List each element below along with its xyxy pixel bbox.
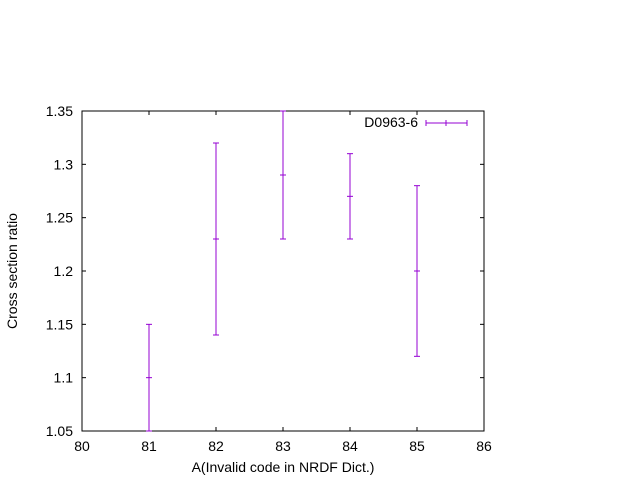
x-tick-label: 85: [409, 438, 425, 454]
y-axis-ticks: 1.05 1.1 1.15 1.2 1.25 1.3 1.35: [46, 103, 484, 439]
error-bar-point: [414, 185, 420, 357]
error-bar-point: [146, 323, 152, 432]
legend-label: D0963-6: [364, 114, 418, 130]
y-tick-label: 1.1: [54, 370, 74, 386]
x-tick-label: 86: [476, 438, 492, 454]
y-axis-label: Cross section ratio: [4, 213, 20, 329]
legend: D0963-6: [364, 114, 468, 130]
x-tick-label: 80: [74, 438, 90, 454]
y-tick-label: 1.2: [54, 263, 74, 279]
x-axis-ticks: 80 81 82 83 84 85 86: [74, 111, 492, 454]
y-tick-label: 1.05: [46, 423, 73, 439]
y-tick-label: 1.35: [46, 103, 73, 119]
x-tick-label: 81: [141, 438, 157, 454]
x-tick-label: 84: [342, 438, 358, 454]
y-tick-label: 1.25: [46, 210, 73, 226]
series-layer: [146, 110, 420, 432]
x-tick-label: 82: [208, 438, 224, 454]
x-axis-label: A(Invalid code in NRDF Dict.): [192, 459, 375, 475]
error-bar-point: [347, 153, 353, 240]
y-tick-label: 1.15: [46, 316, 73, 332]
x-tick-label: 83: [275, 438, 291, 454]
y-tick-label: 1.3: [54, 156, 74, 172]
error-bar-point: [280, 110, 286, 240]
error-bar-point: [213, 142, 219, 336]
